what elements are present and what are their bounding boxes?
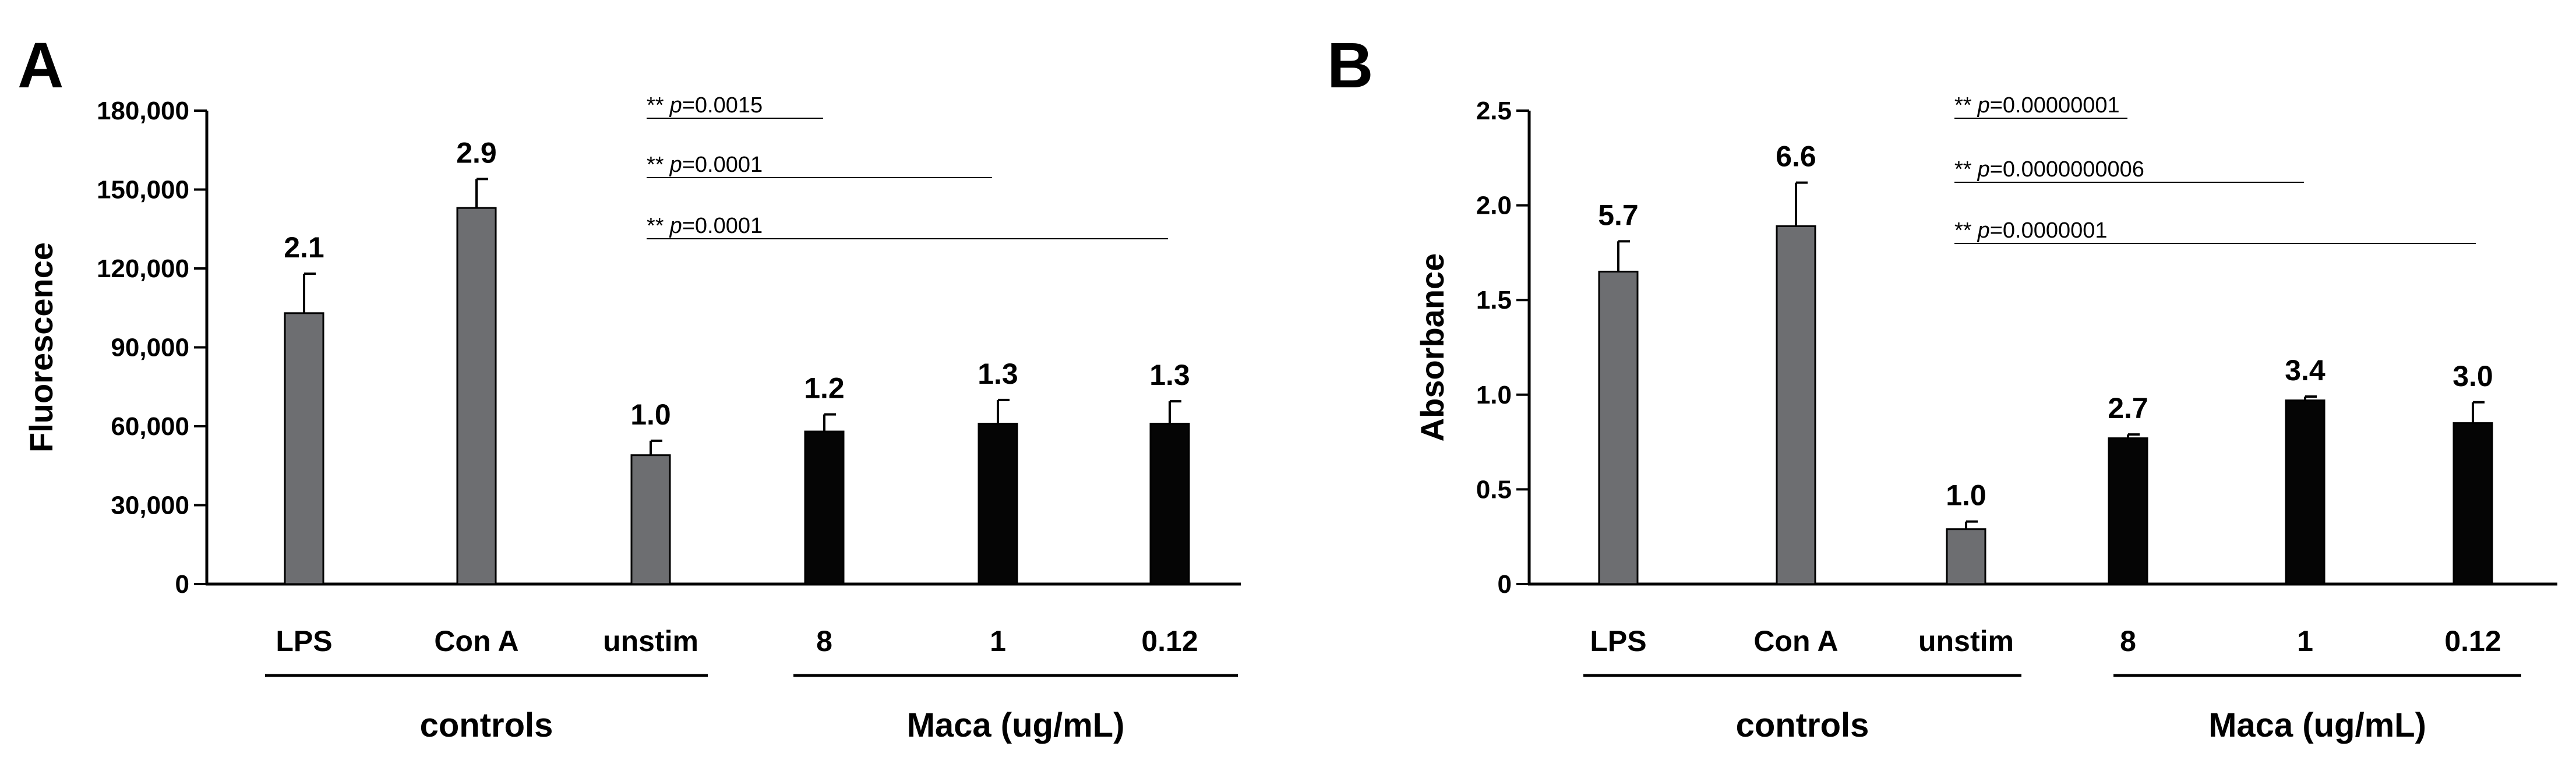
panel-b: B Absorbance 0 0.5 1.0 1.5 2.0 2.5 5.7 LPS 6.6 Con … — [1327, 30, 2557, 744]
significance-value: =0.0000000006 — [1990, 157, 2144, 182]
category-label: Con A — [1753, 625, 1838, 657]
significance-label: ** p=0.0015 — [647, 93, 763, 118]
significance-p: p — [1977, 93, 1990, 118]
category-label: LPS — [276, 625, 332, 657]
group-label: controls — [420, 706, 553, 744]
bar — [978, 422, 1018, 585]
significance-p: p — [669, 214, 682, 238]
significance-label: ** p=0.0000001 — [1954, 218, 2108, 243]
significance-p: p — [669, 153, 682, 177]
category-label: 8 — [2120, 625, 2136, 657]
panel-letter: B — [1327, 30, 1373, 101]
data-label: 1.0 — [630, 398, 671, 431]
significance-label: ** p=0.0001 — [647, 153, 763, 177]
y-tick-label: 30,000 — [111, 491, 189, 520]
significance-stars: ** — [1954, 93, 1972, 118]
category-label: Con A — [434, 625, 518, 657]
data-label: 6.6 — [1776, 140, 1816, 173]
y-tick-label: 2.5 — [1476, 97, 1512, 125]
category-label: 0.12 — [1141, 625, 1198, 657]
significance-stars: ** — [1954, 157, 1972, 182]
significance-p: p — [1977, 157, 1990, 182]
category-label: unstim — [1918, 625, 2014, 657]
data-label: 1.0 — [1946, 479, 1986, 512]
y-tick-label: 1.0 — [1476, 381, 1512, 409]
significance-value: =0.0000001 — [1990, 218, 2108, 243]
significance-value: =0.00000001 — [1990, 93, 2120, 118]
bar — [1946, 528, 1986, 585]
bar — [456, 207, 497, 585]
category-label: 8 — [816, 625, 832, 657]
panel-letter: A — [17, 30, 63, 101]
data-label: 5.7 — [1598, 199, 1639, 231]
category-label: 0.12 — [2444, 625, 2501, 657]
significance-stars: ** — [647, 214, 664, 238]
significance-p: p — [669, 93, 682, 118]
bar — [284, 312, 324, 585]
significance-label: ** p=0.0001 — [647, 214, 763, 238]
category-label: 1 — [2297, 625, 2313, 657]
significance-stars: ** — [647, 153, 664, 177]
significance-label: ** p=0.0000000006 — [1954, 157, 2144, 182]
group-label: Maca (ug/mL) — [2208, 706, 2426, 744]
y-tick-label: 1.5 — [1476, 286, 1512, 314]
data-label: 2.1 — [284, 231, 324, 264]
group-label: controls — [1736, 706, 1869, 744]
data-label: 3.4 — [2285, 354, 2326, 387]
significance-stars: ** — [647, 93, 664, 118]
significance-p: p — [1977, 218, 1990, 243]
y-axis-label: Absorbance — [1414, 253, 1451, 442]
y-tick-label: 150,000 — [97, 176, 189, 204]
data-label: 3.0 — [2453, 360, 2493, 392]
bar — [630, 454, 671, 585]
y-tick-label: 60,000 — [111, 412, 189, 441]
bar — [1776, 225, 1816, 585]
significance-value: =0.0001 — [682, 153, 763, 177]
significance-label: ** p=0.00000001 — [1954, 93, 2120, 118]
y-tick-label: 90,000 — [111, 334, 189, 362]
bar — [2285, 399, 2326, 585]
significance-stars: ** — [1954, 218, 1972, 243]
data-label: 1.2 — [804, 372, 845, 405]
bar — [2453, 422, 2493, 585]
y-tick-label: 120,000 — [97, 254, 189, 283]
panel-a: A Fluorescence 0 30,000 60,000 90,000 120,000 1… — [17, 30, 1241, 744]
data-label: 2.9 — [456, 136, 497, 169]
y-tick-label: 0 — [175, 570, 189, 599]
bar — [1149, 422, 1190, 585]
significance-value: =0.0001 — [682, 214, 763, 238]
category-label: 1 — [990, 625, 1006, 657]
data-label: 1.3 — [1149, 359, 1190, 391]
bar — [2108, 437, 2148, 585]
category-label: LPS — [1590, 625, 1646, 657]
y-tick-label: 0.5 — [1476, 475, 1512, 504]
y-tick-label: 2.0 — [1476, 192, 1512, 220]
bar — [804, 430, 845, 585]
data-label: 2.7 — [2108, 392, 2148, 425]
group-label: Maca (ug/mL) — [907, 706, 1125, 744]
y-axis-label: Fluorescence — [23, 242, 59, 452]
y-tick-label: 180,000 — [97, 97, 189, 125]
y-tick-label: 0 — [1498, 570, 1512, 599]
category-label: unstim — [603, 625, 698, 657]
data-label: 1.3 — [978, 358, 1018, 390]
bar — [1598, 270, 1639, 585]
significance-value: =0.0015 — [682, 93, 763, 118]
